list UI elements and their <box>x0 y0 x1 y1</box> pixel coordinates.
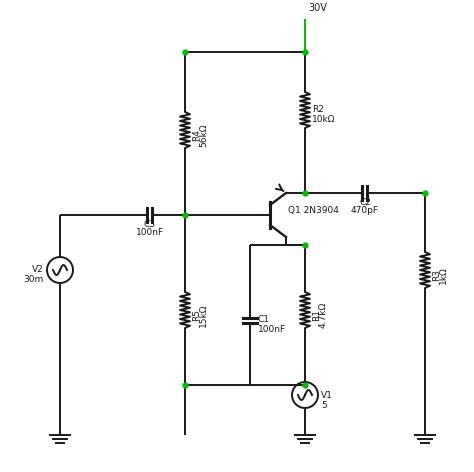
Text: R2: R2 <box>312 106 324 115</box>
Text: 56kΩ: 56kΩ <box>199 123 208 147</box>
Text: R4: R4 <box>192 129 201 141</box>
Text: R5: R5 <box>192 309 201 321</box>
Text: 4.7kΩ: 4.7kΩ <box>319 302 328 328</box>
Text: C1: C1 <box>258 315 270 325</box>
Text: 10kΩ: 10kΩ <box>312 116 336 125</box>
Text: 1kΩ: 1kΩ <box>439 266 448 284</box>
Text: 100nF: 100nF <box>136 228 164 237</box>
Text: C2: C2 <box>359 198 371 207</box>
Text: V2: V2 <box>32 265 44 275</box>
Text: 30m: 30m <box>24 276 44 285</box>
Text: R3: R3 <box>432 269 441 281</box>
Text: 30V: 30V <box>308 3 327 13</box>
Text: V1: V1 <box>321 390 333 399</box>
Text: 15kΩ: 15kΩ <box>199 303 208 327</box>
Text: R1: R1 <box>312 309 321 321</box>
Text: 100nF: 100nF <box>258 326 286 335</box>
Text: 5: 5 <box>321 401 327 410</box>
Text: 470pF: 470pF <box>351 206 379 215</box>
Text: C3: C3 <box>144 220 156 229</box>
Text: Q1 2N3904: Q1 2N3904 <box>288 205 339 214</box>
